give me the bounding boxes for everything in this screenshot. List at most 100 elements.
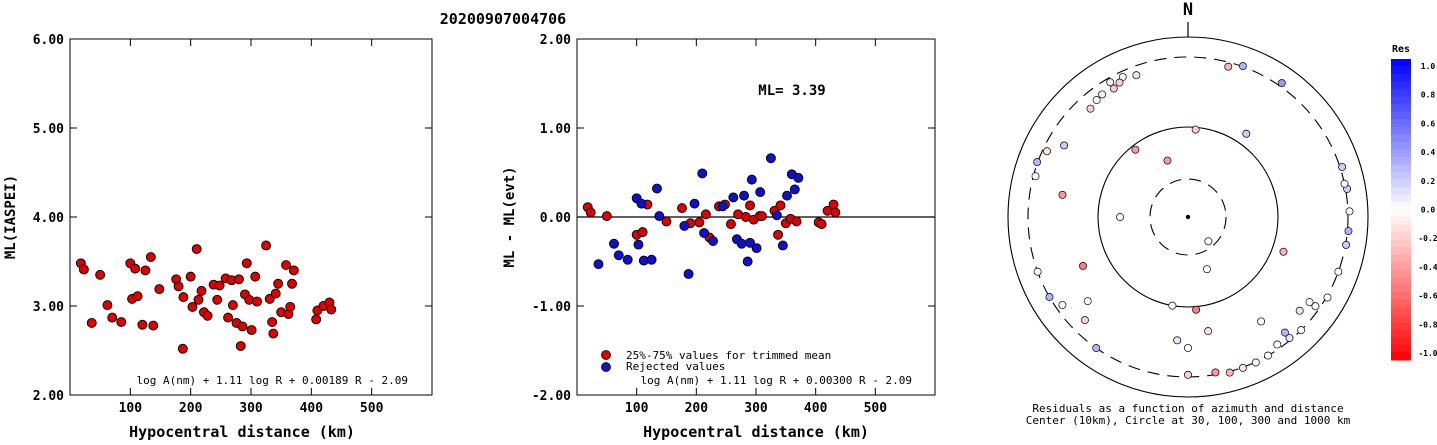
station-point bbox=[1131, 145, 1140, 154]
plot-frame-1 bbox=[69, 38, 433, 396]
station-point bbox=[1192, 305, 1201, 314]
station-point bbox=[1338, 162, 1347, 171]
x-tick-label: 300 bbox=[744, 401, 768, 416]
colorbar-cell bbox=[1391, 149, 1411, 158]
data-point bbox=[137, 319, 148, 330]
station-point bbox=[1116, 213, 1125, 221]
station-point bbox=[1106, 78, 1115, 87]
data-point bbox=[689, 198, 700, 209]
colorbar-tick-label: 1.0 bbox=[1421, 62, 1436, 71]
ring-30km bbox=[1149, 178, 1227, 256]
colorbar-cell bbox=[1391, 262, 1411, 271]
station-point bbox=[1273, 340, 1282, 349]
x-tick-label: 400 bbox=[300, 401, 324, 416]
data-point bbox=[601, 211, 612, 222]
x-tick-label: 400 bbox=[804, 401, 828, 416]
station-point bbox=[1191, 125, 1200, 134]
data-point bbox=[745, 237, 755, 248]
colorbar-ticks: 1.0 0.8 0.6 0.4 0.2 0.0 -0.2 -0.4 -0.6 -0.8 -1.0 bbox=[1418, 62, 1437, 358]
y-tick-label: -2.00 bbox=[532, 389, 571, 404]
colorbar-cell bbox=[1391, 186, 1411, 195]
colorbar-cell bbox=[1391, 156, 1411, 165]
data-point bbox=[130, 263, 141, 274]
station-point bbox=[1045, 293, 1054, 301]
data-point bbox=[326, 304, 337, 315]
station-point bbox=[1173, 336, 1182, 345]
legend-marker-rejected bbox=[601, 362, 611, 372]
data-point bbox=[793, 172, 804, 183]
data-point bbox=[725, 219, 736, 230]
station-point bbox=[1115, 78, 1124, 87]
data-point bbox=[739, 190, 750, 201]
colorbar-cell bbox=[1391, 134, 1411, 143]
data-point bbox=[654, 211, 665, 222]
x-axis-label-2: Hypocentral distance (km) bbox=[643, 423, 869, 441]
station-point bbox=[1058, 190, 1067, 199]
colorbar-cell bbox=[1391, 96, 1411, 105]
data-point bbox=[633, 239, 644, 250]
data-point bbox=[679, 220, 690, 231]
data-point bbox=[636, 198, 647, 209]
station-point bbox=[1224, 62, 1233, 71]
data-point bbox=[246, 325, 257, 335]
x-tick-label: 200 bbox=[179, 401, 203, 416]
caption-line-1: Residuals as a function of azimuth and d… bbox=[1032, 402, 1343, 415]
data-point bbox=[285, 301, 296, 312]
station-point bbox=[1098, 90, 1107, 99]
station-point bbox=[1257, 317, 1266, 326]
y-tick-label: 2.00 bbox=[540, 33, 571, 48]
station-point bbox=[1092, 96, 1101, 105]
colorbar-tick-label: -0.4 bbox=[1418, 263, 1437, 272]
data-point bbox=[132, 291, 143, 302]
colorbar-cell bbox=[1391, 164, 1411, 173]
station-point bbox=[1083, 297, 1092, 306]
station-point bbox=[1242, 129, 1251, 138]
formula-2: log A(nm) + 1.11 log R + 0.00300 R - 2.0… bbox=[640, 374, 912, 387]
station-point bbox=[1184, 343, 1192, 352]
colorbar-tick-label: 0.0 bbox=[1421, 206, 1436, 215]
data-point bbox=[697, 168, 708, 179]
colorbar-cell bbox=[1391, 307, 1411, 316]
colorbar-tick-label: 0.4 bbox=[1421, 148, 1436, 157]
data-point bbox=[677, 203, 687, 214]
colorbar-tick-label: -0.6 bbox=[1418, 292, 1437, 301]
x-tick-label: 300 bbox=[239, 401, 263, 416]
data-point bbox=[212, 294, 223, 305]
data-point bbox=[593, 259, 604, 270]
station-point bbox=[1211, 368, 1220, 377]
colorbar-cell bbox=[1391, 269, 1411, 278]
station-point bbox=[1031, 172, 1040, 181]
colorbar-tick-label: -0.2 bbox=[1418, 234, 1437, 243]
data-point bbox=[202, 310, 213, 321]
colorbar-tick-label: 0.8 bbox=[1421, 91, 1436, 100]
station-points bbox=[1031, 62, 1354, 379]
data-point bbox=[765, 153, 776, 164]
data-point bbox=[683, 269, 694, 279]
data-point bbox=[148, 320, 159, 331]
data-point bbox=[187, 301, 198, 312]
y-tick-label: 4.00 bbox=[33, 211, 64, 226]
colorbar-cell bbox=[1391, 141, 1411, 150]
data-point bbox=[78, 264, 89, 275]
station-point bbox=[1279, 247, 1288, 256]
station-point bbox=[1305, 298, 1314, 307]
colorbar: Res 1.0 0.8 0.6 0.4 0.2 0.0 -0.2 -0.4 -0.6 -0.8 -1… bbox=[1391, 44, 1437, 361]
data-point bbox=[699, 228, 710, 238]
colorbar-title: Res bbox=[1392, 44, 1410, 55]
data-point bbox=[652, 183, 662, 194]
colorbar-cell bbox=[1391, 66, 1411, 75]
data-point bbox=[775, 200, 786, 211]
data-point bbox=[311, 314, 322, 325]
data-point bbox=[745, 200, 755, 211]
station-point bbox=[1058, 300, 1067, 309]
data-point bbox=[233, 274, 244, 285]
y-tick-label: 5.00 bbox=[33, 122, 64, 137]
station-point bbox=[1109, 84, 1118, 93]
colorbar-cell bbox=[1391, 194, 1411, 203]
data-point bbox=[86, 317, 97, 328]
ring-1000km bbox=[1007, 36, 1369, 398]
y-tick-label: 2.00 bbox=[33, 389, 64, 404]
colorbar-cell bbox=[1391, 81, 1411, 90]
colorbar-cell bbox=[1391, 284, 1411, 293]
station-point bbox=[1342, 240, 1351, 249]
